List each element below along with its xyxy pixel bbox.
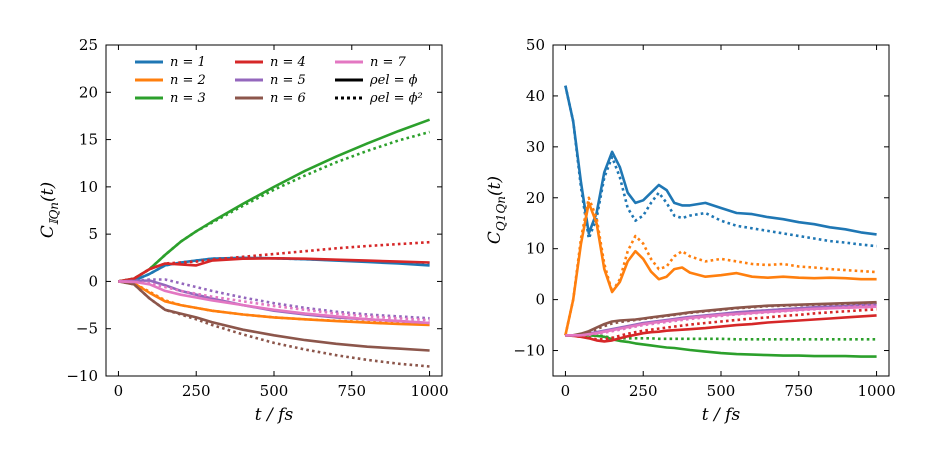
x-tick-label: 750 bbox=[784, 382, 813, 400]
left-xlabel: t / fs bbox=[255, 405, 294, 425]
x-tick-label: 500 bbox=[707, 382, 736, 400]
left-plot-area: 0 250 500 750 1000 −10 −5 0 5 10 15 20 25 bbox=[66, 36, 448, 400]
y-tick-label: 30 bbox=[526, 138, 545, 156]
right-panel: 0 250 500 750 1000 −10 0 10 20 30 40 50 t / fs CQ1Q… bbox=[485, 36, 896, 425]
x-tick-label: 250 bbox=[182, 382, 211, 400]
y-tick-label: 5 bbox=[88, 225, 98, 243]
right-xlabel: t / fs bbox=[702, 405, 741, 425]
svg-text:n = 4: n = 4 bbox=[270, 55, 306, 70]
y-tick-label: 10 bbox=[526, 240, 545, 258]
legend-entry-n5: n = 5 bbox=[235, 73, 306, 88]
y-tick-label: 40 bbox=[526, 87, 545, 105]
y-tick-label: 20 bbox=[526, 189, 545, 207]
x-tick-label: 1000 bbox=[410, 382, 448, 400]
legend-entry-solid: ρel = ϕ bbox=[335, 73, 418, 88]
x-tick-label: 1000 bbox=[857, 382, 895, 400]
series-line bbox=[118, 118, 431, 283]
series-line bbox=[118, 280, 430, 326]
series-line bbox=[565, 314, 877, 343]
series-line bbox=[118, 130, 430, 283]
x-tick-label: 0 bbox=[561, 382, 571, 400]
y-tick-label: 10 bbox=[79, 178, 98, 196]
series-line bbox=[118, 278, 430, 320]
series-line bbox=[564, 196, 877, 336]
y-tick-label: −10 bbox=[513, 342, 545, 360]
series-line bbox=[118, 256, 430, 283]
series-line bbox=[565, 301, 877, 337]
svg-text:n = 7: n = 7 bbox=[370, 55, 407, 70]
svg-text:n = 2: n = 2 bbox=[170, 73, 206, 88]
legend-entry-n1: n = 1 bbox=[135, 55, 206, 70]
svg-text:n = 6: n = 6 bbox=[270, 91, 306, 106]
series-line bbox=[118, 280, 430, 325]
left-axes-frame bbox=[105, 44, 443, 377]
y-tick-label: 0 bbox=[535, 291, 545, 309]
right-axes-frame bbox=[552, 44, 890, 377]
y-tick-label: 50 bbox=[526, 36, 545, 54]
series-line bbox=[118, 280, 430, 352]
series-line bbox=[118, 280, 430, 322]
series-line bbox=[118, 240, 430, 283]
legend-entry-dotted: ρel = ϕ² bbox=[335, 91, 423, 106]
legend-entry-n4: n = 4 bbox=[235, 55, 306, 70]
series-line bbox=[565, 308, 877, 341]
legend-entry-n3: n = 3 bbox=[135, 91, 206, 106]
left-ylabel: C𝕀Qn(t) bbox=[38, 182, 61, 238]
legend-entry-n2: n = 2 bbox=[135, 73, 206, 88]
x-tick-label: 0 bbox=[114, 382, 124, 400]
x-tick-label: 750 bbox=[337, 382, 366, 400]
y-tick-label: 15 bbox=[79, 131, 98, 149]
legend-entry-n6: n = 6 bbox=[235, 91, 306, 106]
series-line bbox=[564, 85, 877, 248]
svg-text:n = 3: n = 3 bbox=[170, 91, 206, 106]
legend: n = 1 n = 2 n = 3 n = 4 n = 5 n = 6 bbox=[135, 55, 423, 106]
x-tick-label: 500 bbox=[260, 382, 289, 400]
legend-entry-n7: n = 7 bbox=[335, 55, 407, 70]
right-ylabel: CQ1Qn(t) bbox=[485, 176, 508, 244]
y-tick-label: 25 bbox=[79, 36, 98, 54]
series-line bbox=[118, 256, 430, 283]
svg-text:ρel = ϕ²: ρel = ϕ² bbox=[369, 91, 423, 106]
y-tick-label: −5 bbox=[76, 320, 98, 338]
right-plot-area: 0 250 500 750 1000 −10 0 10 20 30 40 50 bbox=[513, 36, 895, 400]
series-line bbox=[565, 333, 877, 341]
y-tick-label: 20 bbox=[79, 83, 98, 101]
series-line bbox=[565, 303, 877, 337]
svg-text:n = 1: n = 1 bbox=[170, 55, 206, 70]
x-tick-label: 250 bbox=[629, 382, 658, 400]
y-tick-label: −10 bbox=[66, 367, 98, 385]
svg-text:n = 5: n = 5 bbox=[270, 73, 306, 88]
series-line bbox=[564, 85, 877, 236]
y-tick-label: 0 bbox=[88, 272, 98, 290]
svg-text:ρel = ϕ: ρel = ϕ bbox=[369, 73, 418, 88]
left-panel: 0 250 500 750 1000 −10 −5 0 5 10 15 20 25 t / fs C𝕀Q… bbox=[38, 36, 449, 425]
